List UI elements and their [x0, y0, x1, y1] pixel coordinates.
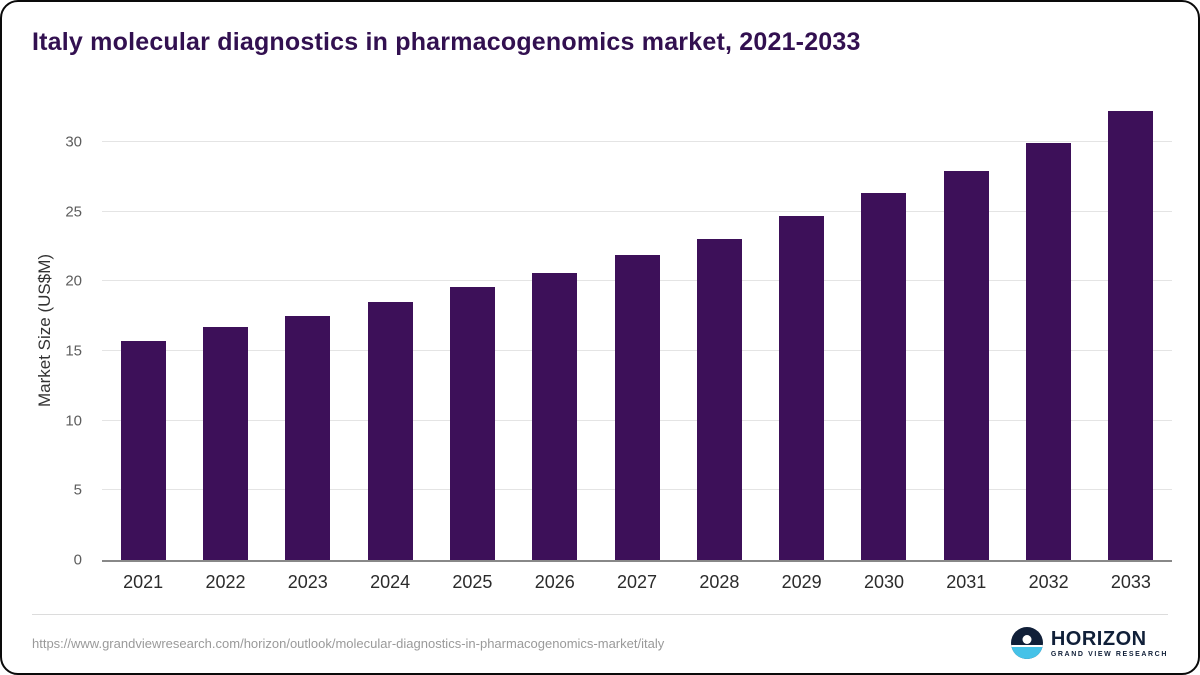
x-axis-label: 2023 — [287, 572, 328, 592]
bar-2032 — [1026, 143, 1072, 560]
x-axis-label: 2033 — [1110, 572, 1151, 592]
bar-column — [761, 100, 843, 560]
logo-title: HORIZON — [1050, 627, 1147, 650]
x-axis-label: 2026 — [534, 572, 575, 592]
y-tick-labels: 0 5 10 15 20 25 30 — [32, 100, 94, 567]
bar-2031 — [943, 171, 989, 560]
bar-column — [925, 100, 1007, 560]
gridline — [102, 140, 1172, 142]
bar-2026 — [532, 272, 578, 560]
x-axis-label: 2030 — [863, 572, 904, 592]
bar-2025 — [449, 286, 495, 560]
horizon-logo-icon — [1010, 627, 1043, 659]
y-tick-label: 10 — [65, 412, 82, 430]
x-axis-label: 2022 — [205, 572, 246, 592]
x-axis-label: 2021 — [123, 572, 164, 592]
bar-2024 — [367, 302, 413, 560]
bar-chart: Market Size (US$M) 0 5 10 15 20 25 30 2021 2022… — [32, 90, 1172, 605]
footer: https://www.grandviewresearch.com/horizo… — [32, 614, 1168, 659]
bar-2023 — [285, 316, 331, 560]
x-axis-label: 2027 — [617, 572, 658, 592]
bar-column — [184, 100, 266, 560]
bar-2033 — [1108, 111, 1154, 560]
bar-column — [431, 100, 513, 560]
bar-column — [596, 100, 678, 560]
bar-2022 — [202, 327, 248, 560]
bar-column — [267, 100, 349, 560]
bar-column — [514, 100, 596, 560]
horizon-logo: HORIZON GRAND VIEW RESEARCH — [1010, 627, 1168, 659]
bar-column — [102, 100, 184, 560]
chart-title: Italy molecular diagnostics in pharmacog… — [32, 28, 861, 56]
bar-column — [1007, 100, 1089, 560]
y-tick-label: 25 — [65, 203, 82, 221]
plot-area — [102, 100, 1172, 562]
bar-column — [843, 100, 925, 560]
x-axis-label: 2032 — [1028, 572, 1069, 592]
bar-column — [678, 100, 760, 560]
source-url: https://www.grandviewresearch.com/horizo… — [32, 635, 665, 651]
y-tick-label: 0 — [73, 551, 82, 569]
x-axis-label: 2028 — [699, 572, 740, 592]
y-tick-label: 20 — [65, 272, 82, 290]
bar-2021 — [120, 341, 166, 560]
gridline — [102, 210, 1172, 212]
y-tick-label: 5 — [73, 481, 82, 499]
bar-2027 — [614, 254, 660, 560]
x-axis-label: 2031 — [946, 572, 987, 592]
x-axis-labels: 2021 2022 2023 2024 2025 2026 2027 2028 2029 2030… — [102, 572, 1172, 593]
y-tick-label: 30 — [65, 133, 82, 151]
logo-text: HORIZON GRAND VIEW RESEARCH — [1051, 629, 1168, 658]
bar-2030 — [861, 193, 907, 560]
x-axis-label: 2029 — [781, 572, 822, 592]
x-axis-label: 2025 — [452, 572, 493, 592]
bar-column — [349, 100, 431, 560]
logo-subtitle: GRAND VIEW RESEARCH — [1050, 650, 1168, 658]
bar-series — [102, 100, 1172, 560]
bar-column — [1090, 100, 1172, 560]
bar-2028 — [696, 239, 742, 560]
x-axis-label: 2024 — [370, 572, 411, 592]
bar-2029 — [779, 215, 825, 560]
y-tick-label: 15 — [65, 342, 82, 360]
